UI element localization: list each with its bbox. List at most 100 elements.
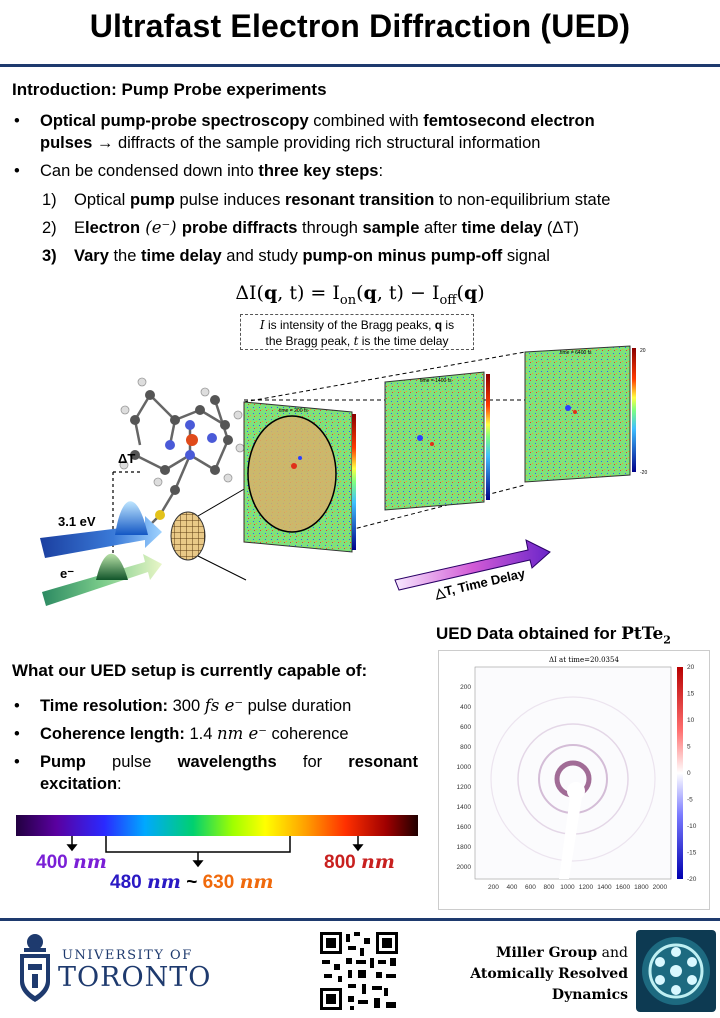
wavelength-range: 480 nm ~ 630 nm (110, 871, 273, 894)
beam-block-arm (559, 797, 582, 879)
text: q (263, 282, 278, 304)
text: the (108, 247, 141, 265)
text: (e⁻) (140, 218, 182, 237)
bold-text: lectron (85, 219, 141, 237)
text: nm (146, 871, 181, 893)
bullet-dot-icon: • (14, 112, 20, 130)
text: ( (456, 282, 464, 304)
text: nm (72, 851, 107, 873)
y-tick-label: 400 (460, 704, 471, 711)
qr-code-icon[interactable] (318, 930, 400, 1012)
colorbar-max-label: 20 (640, 348, 646, 354)
colorbar-tick-labels: 20 15 10 5 0 -5 -10 -15 -20 (687, 664, 697, 883)
bold-text: excitation (40, 775, 118, 793)
text: on (339, 292, 357, 308)
bullet-dot-icon: • (14, 162, 20, 180)
text: UED Data obtained for (436, 624, 617, 643)
ued-data-title: UED Data obtained for PtTe2 (436, 624, 671, 646)
step-number: 3) (42, 247, 57, 265)
bold-text: time delay (461, 219, 543, 237)
group-logo-icon (636, 930, 716, 1012)
bold-text: resonant (348, 753, 418, 771)
intro-bullet-2: • Can be condensed down into three key s… (14, 160, 384, 182)
colorbar-tick-label: 20 (687, 664, 695, 671)
text: t (353, 334, 359, 348)
diffraction-ring (490, 696, 656, 862)
university-name: TORONTO (58, 962, 212, 993)
electron-label: e⁻ (60, 566, 74, 581)
x-tick-label: 1600 (616, 884, 631, 891)
footer-divider (0, 918, 720, 921)
group-line: Atomically Resolved (470, 966, 628, 982)
text: I (259, 318, 265, 332)
bullet-dot-icon: • (14, 753, 20, 771)
beam-block (567, 782, 585, 800)
y-tick-label: 2000 (457, 864, 472, 871)
text: coherence (266, 725, 349, 743)
colorbar-min-label: -20 (640, 470, 647, 476)
x-tick-label: 1200 (579, 884, 594, 891)
capability-item: • Coherence length: 1.4 nm e⁻ coherence (14, 723, 349, 745)
text: : (378, 162, 384, 180)
text: and study (221, 247, 303, 265)
y-tick-label: 1800 (457, 844, 472, 851)
colorbar-tick-label: 0 (687, 770, 691, 777)
ued-data-plot: ΔI at time=20.0354 200400600800100012001… (457, 656, 697, 891)
diffraction-panel-3: time = 6400 fs 20 -20 (524, 345, 647, 483)
university-of-label: UNIVERSITY OF (62, 948, 193, 963)
y-tick-label: 1400 (457, 804, 472, 811)
bold-text: Coherence length: (40, 725, 185, 743)
bold-text: wavelengths (177, 753, 277, 771)
intro-bullet-1: • Optical pump-probe spectroscopy combin… (14, 110, 710, 154)
text: after (419, 219, 462, 237)
panel-time-label: time = 200 fs (279, 408, 308, 414)
step-number: 1) (42, 191, 57, 209)
intro-heading: Introduction: Pump Probe experiments (12, 80, 327, 99)
x-tick-label: 1400 (597, 884, 612, 891)
text: fs e⁻ (204, 696, 244, 715)
text: q (363, 282, 377, 304)
capability-item: • Pump pulse wavelengths for resonant ex… (14, 751, 418, 795)
text: and (597, 945, 628, 961)
text: ) (477, 282, 485, 304)
pump-probe-diagram: ΔT 3.1 eV e⁻ time = 200 fs time = 1400 f… (40, 345, 647, 606)
diffraction-panel-1: time = 200 fs (243, 401, 356, 553)
x-tick-label: 400 (507, 884, 518, 891)
bold-text: resonant transition (284, 191, 435, 209)
text: nm (360, 851, 395, 873)
text: 300 (168, 697, 205, 715)
colorbar-tick-label: 15 (687, 691, 695, 698)
title-divider (0, 64, 720, 67)
text: ( (356, 282, 364, 304)
material-formula: PtTe2 (621, 624, 671, 646)
colorbar-tick-label: -10 (687, 823, 697, 830)
colorbar-tick-label: -5 (687, 797, 693, 804)
text: q (463, 282, 478, 304)
x-tick-label: 200 (488, 884, 499, 891)
bold-text: three key steps (258, 162, 379, 180)
y-tick-label: 200 (460, 684, 471, 691)
x-tick-label: 800 (544, 884, 555, 891)
y-tick-label: 1000 (457, 764, 472, 771)
text: PtTe (621, 624, 664, 644)
text: : (117, 775, 122, 793)
text: Miller Group (495, 945, 598, 961)
bold-text: pump-on minus pump-off (302, 247, 503, 265)
bold-text: probe diffracts (181, 219, 298, 237)
y-tick-label: 1200 (457, 784, 472, 791)
text: Can be condensed down into (40, 162, 259, 180)
probe-pulse-icon (96, 553, 128, 580)
x-tick-label: 1800 (634, 884, 649, 891)
text: combined with (308, 112, 424, 130)
wavelength-markers (66, 836, 364, 868)
y-tick-label: 600 (460, 724, 471, 731)
bold-text: Optical pump-probe spectroscopy (40, 112, 309, 130)
text: signal (502, 247, 550, 265)
x-tick-label: 1000 (560, 884, 575, 891)
text: ΔI( (235, 282, 264, 304)
text: pulse duration (243, 697, 352, 715)
y-tick-labels: 200 400 600 800 1000 1200 1400 1600 1800 2000 (457, 684, 472, 871)
difference-formula: ΔI(q, t) = Ion(q, t) − Ioff(q) (0, 282, 720, 308)
university-crest-icon (20, 934, 50, 1002)
text: 800 (324, 852, 356, 873)
